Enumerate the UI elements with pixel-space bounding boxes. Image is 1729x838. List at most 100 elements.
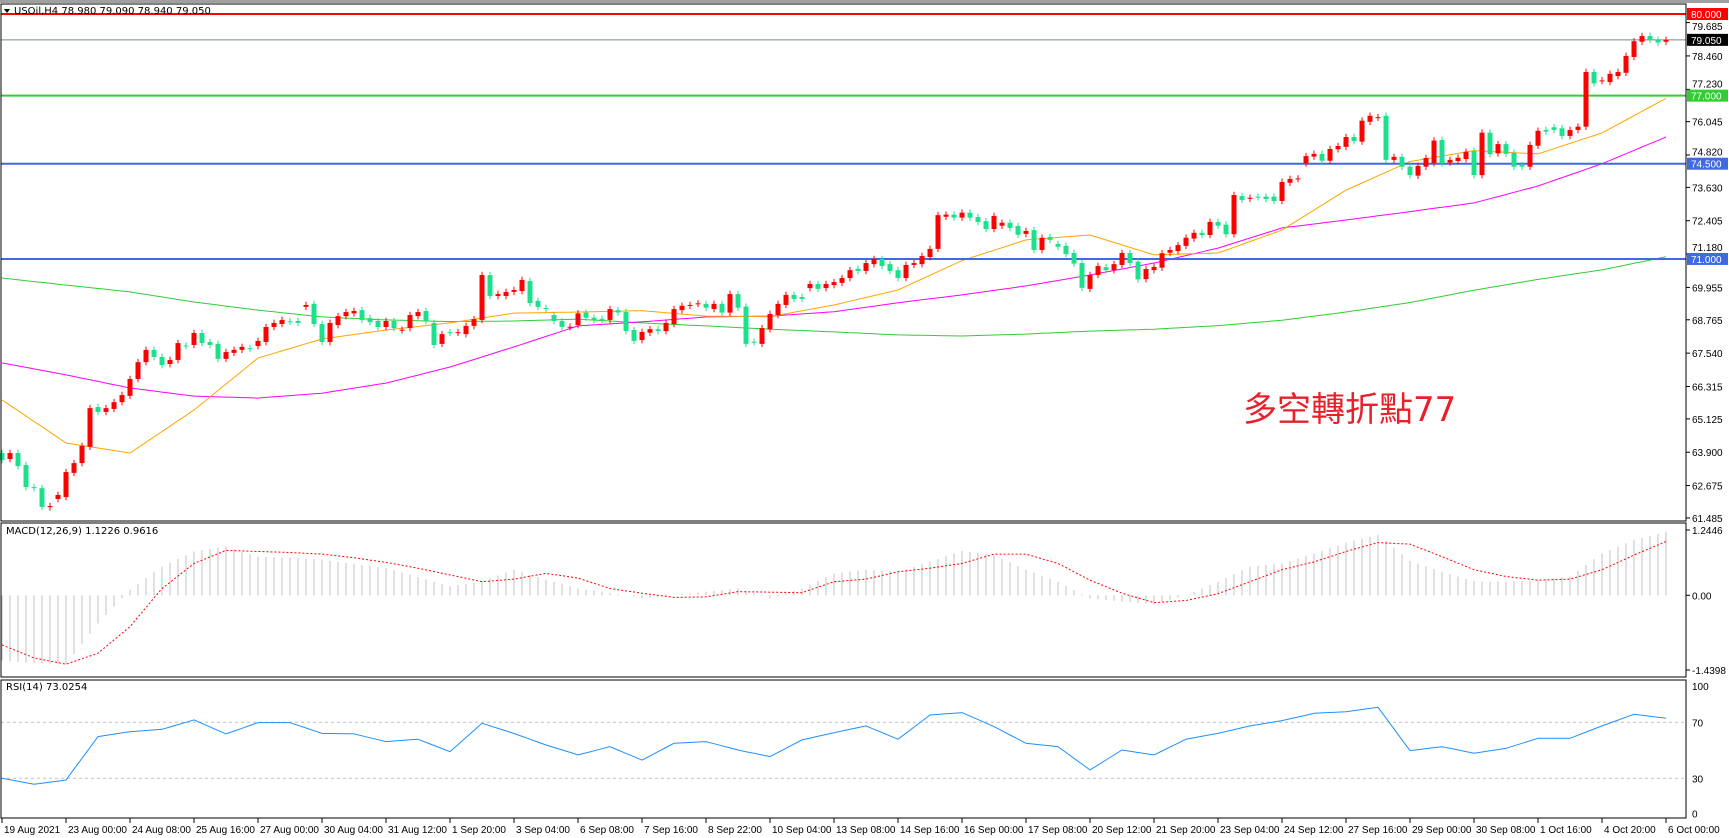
candle[interactable] xyxy=(1391,153,1397,164)
candle[interactable] xyxy=(359,306,365,324)
candle[interactable] xyxy=(599,315,605,324)
candle[interactable] xyxy=(703,300,709,311)
candle[interactable] xyxy=(735,290,741,311)
candle[interactable] xyxy=(63,468,69,501)
candle[interactable] xyxy=(1007,219,1013,232)
candle[interactable] xyxy=(1631,37,1637,61)
candle[interactable] xyxy=(615,306,621,316)
candle[interactable] xyxy=(639,328,645,344)
candle[interactable] xyxy=(1551,123,1557,134)
candle[interactable] xyxy=(487,271,493,300)
candle[interactable] xyxy=(1519,161,1525,170)
candle[interactable] xyxy=(1295,175,1301,183)
candle[interactable] xyxy=(1655,36,1661,46)
candle[interactable] xyxy=(807,280,813,292)
candle[interactable] xyxy=(415,308,421,320)
candle[interactable] xyxy=(1543,126,1549,135)
candle[interactable] xyxy=(1311,150,1317,160)
candle[interactable] xyxy=(327,319,333,346)
candle[interactable] xyxy=(687,301,693,310)
candle[interactable] xyxy=(463,322,469,338)
candle[interactable] xyxy=(423,307,429,325)
candle[interactable] xyxy=(1439,136,1445,167)
candle[interactable] xyxy=(167,356,173,368)
candle[interactable] xyxy=(799,293,805,303)
candle[interactable] xyxy=(0,449,5,464)
candle[interactable] xyxy=(1407,163,1413,179)
candle[interactable] xyxy=(695,300,701,308)
candle[interactable] xyxy=(711,300,717,313)
candle[interactable] xyxy=(1255,193,1261,201)
candle[interactable] xyxy=(1535,127,1541,150)
candle[interactable] xyxy=(367,314,373,326)
candle[interactable] xyxy=(767,310,773,333)
candle[interactable] xyxy=(1455,154,1461,165)
candle[interactable] xyxy=(1607,70,1613,86)
candle[interactable] xyxy=(1087,271,1093,293)
candle[interactable] xyxy=(1039,234,1045,254)
candle[interactable] xyxy=(87,404,93,451)
candle[interactable] xyxy=(1471,147,1477,179)
candle[interactable] xyxy=(935,211,941,253)
candle[interactable] xyxy=(1375,113,1381,121)
candle[interactable] xyxy=(751,338,757,346)
candle[interactable] xyxy=(175,339,181,364)
candle[interactable] xyxy=(391,317,397,332)
candle[interactable] xyxy=(199,329,205,347)
candle[interactable] xyxy=(1015,222,1021,239)
candle[interactable] xyxy=(543,304,549,313)
candle[interactable] xyxy=(1527,141,1533,170)
candle[interactable] xyxy=(1423,154,1429,170)
candle[interactable] xyxy=(255,337,261,350)
candle[interactable] xyxy=(303,301,309,311)
candle[interactable] xyxy=(1583,68,1589,130)
candle[interactable] xyxy=(951,211,957,221)
candle[interactable] xyxy=(1183,234,1189,250)
candle[interactable] xyxy=(863,259,869,275)
candle[interactable] xyxy=(143,346,149,366)
candle[interactable] xyxy=(383,317,389,331)
candle[interactable] xyxy=(575,310,581,329)
candle[interactable] xyxy=(895,266,901,282)
candle[interactable] xyxy=(1623,52,1629,77)
candle[interactable] xyxy=(1199,229,1205,239)
candle[interactable] xyxy=(1487,129,1493,158)
candle[interactable] xyxy=(1127,249,1133,267)
candle[interactable] xyxy=(191,329,197,349)
candle[interactable] xyxy=(223,348,229,363)
candle[interactable] xyxy=(823,280,829,292)
candle[interactable] xyxy=(1647,32,1653,44)
candle[interactable] xyxy=(855,265,861,275)
candle[interactable] xyxy=(1591,68,1597,87)
candle[interactable] xyxy=(1055,240,1061,250)
candle[interactable] xyxy=(71,459,77,477)
candle[interactable] xyxy=(1511,149,1517,170)
candle[interactable] xyxy=(1343,133,1349,151)
candle[interactable] xyxy=(559,317,565,331)
candle[interactable] xyxy=(295,317,301,327)
candle[interactable] xyxy=(1431,137,1437,167)
candle[interactable] xyxy=(967,209,973,221)
candle[interactable] xyxy=(55,491,61,503)
candle[interactable] xyxy=(23,461,29,491)
candle[interactable] xyxy=(1567,126,1573,140)
candle[interactable] xyxy=(1663,36,1669,46)
candle[interactable] xyxy=(511,286,517,296)
candle[interactable] xyxy=(1287,175,1293,187)
candle[interactable] xyxy=(535,297,541,311)
candle[interactable] xyxy=(959,209,965,221)
rsi-pane[interactable] xyxy=(1,706,1686,785)
candle[interactable] xyxy=(1095,262,1101,279)
candle[interactable] xyxy=(1231,191,1237,238)
candle[interactable] xyxy=(871,255,877,268)
candle[interactable] xyxy=(887,260,893,275)
candle[interactable] xyxy=(479,271,485,324)
candle[interactable] xyxy=(1359,117,1365,145)
candle[interactable] xyxy=(1263,193,1269,203)
candle[interactable] xyxy=(247,344,253,353)
candle[interactable] xyxy=(719,300,725,316)
candle[interactable] xyxy=(1559,125,1565,140)
candle[interactable] xyxy=(1495,140,1501,157)
candle[interactable] xyxy=(1223,221,1229,238)
candle[interactable] xyxy=(999,219,1005,230)
